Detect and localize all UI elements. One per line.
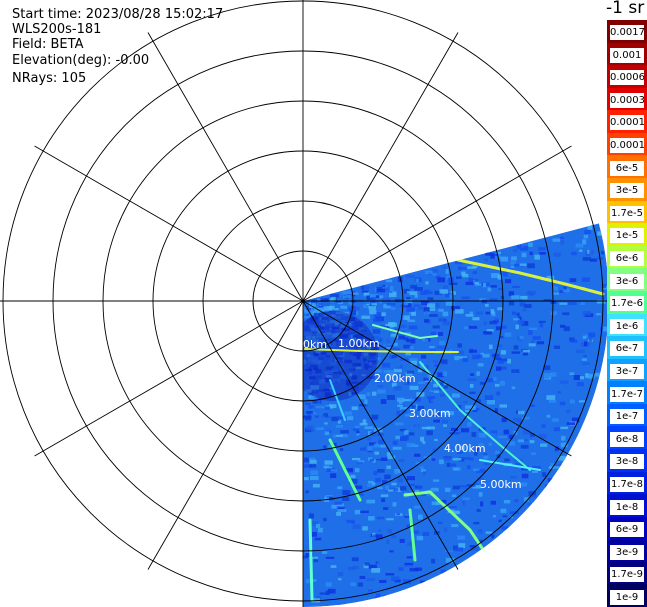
colorbar-tick-label: 3e-9 [610, 544, 644, 560]
return-feature [479, 459, 541, 471]
azimuth-spoke [34, 300, 304, 457]
colorbar-tick-label: 1e-7 [610, 409, 644, 425]
colorbar-tick-label: 3e-6 [610, 273, 644, 289]
colorbar-tick-label: 6e-7 [610, 341, 644, 357]
azimuth-spoke [147, 300, 304, 570]
elevation-label: Elevation(deg): -0.00 [12, 53, 150, 68]
return-feature [328, 438, 362, 502]
nrays-label: NRays: 105 [12, 71, 87, 86]
colorbar-tick-label: 1e-5 [610, 228, 644, 244]
return-feature [308, 518, 314, 602]
range-label: 4.00km [444, 442, 486, 455]
colorbar-tick-label: 1.7e-6 [610, 296, 644, 312]
colorbar-tick-label: 1e-8 [610, 499, 644, 515]
colorbar-tick-label: 0.001 [610, 47, 644, 63]
colorbar-tick-label: 0.0017 [610, 25, 644, 40]
return-feature [408, 508, 417, 562]
range-label: 3.00km [409, 407, 451, 420]
return-feature [456, 258, 605, 296]
return-feature [329, 379, 346, 421]
backscatter-data-sector [303, 223, 609, 607]
colorbar-tick-label: 1.7e-9 [610, 567, 644, 583]
colorbar [607, 20, 647, 607]
return-feature [419, 361, 531, 471]
colorbar-tick-label: 1.7e-8 [610, 477, 644, 492]
azimuth-spoke [302, 32, 459, 302]
colorbar-tick-label: 6e-8 [610, 431, 644, 447]
colorbar-tick-label: 3e-7 [610, 364, 644, 379]
colorbar-tick-label: 1.7e-7 [610, 386, 644, 402]
colorbar-tick-label: 3e-8 [610, 454, 644, 470]
range-label: 5.00km [480, 478, 522, 491]
range-label: 2.00km [374, 372, 416, 385]
range-label: 1.00km [338, 337, 380, 350]
colorbar-tick-label: 6e-5 [610, 160, 644, 176]
range-label: 0km [303, 338, 327, 351]
colorbar-tick-label: 0.00017 [610, 115, 644, 131]
colorbar-tick-label: 1e-6 [610, 318, 644, 334]
azimuth-spoke [302, 300, 572, 457]
colorbar-tick-label: 0.0003 [610, 92, 644, 108]
colorbar-tick-label: 1.7e-5 [610, 205, 644, 221]
colorbar-unit-title: -1 sr [606, 0, 645, 18]
colorbar-tick-label: 6e-6 [610, 251, 644, 266]
range-labels: 0km 1.00km 2.00km 3.00km 4.00km 5.00km [303, 337, 522, 491]
colorbar-tick-label: 0.0001 [610, 138, 644, 153]
azimuth-spoke [34, 145, 304, 302]
azimuth-spoke [302, 300, 459, 570]
return-feature [372, 324, 438, 340]
start-time-label: Start time: 2023/08/28 15:02:17 [12, 7, 224, 22]
colorbar-tick-label: 6e-9 [610, 522, 644, 538]
colorbar-tick-label: 3e-5 [610, 183, 644, 199]
field-label: Field: BETA [12, 37, 84, 52]
azimuth-spoke [147, 32, 304, 302]
colorbar-tick-label: 1e-9 [610, 590, 644, 605]
colorbar-tick-label: 0.0006 [610, 70, 644, 86]
azimuth-spoke [302, 145, 572, 302]
instrument-label: WLS200s-181 [12, 22, 102, 37]
polar-grid [0, 0, 613, 607]
